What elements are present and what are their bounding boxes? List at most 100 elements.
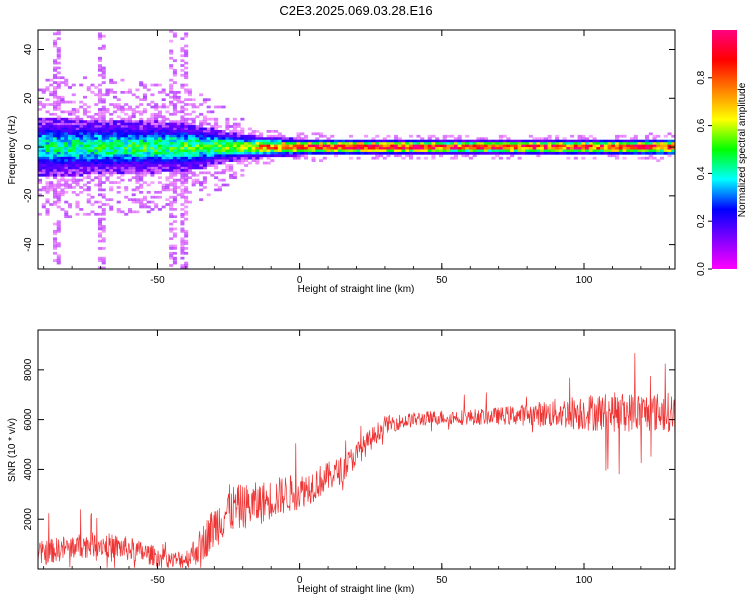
heatmap-cell bbox=[56, 147, 61, 150]
heatmap-cell bbox=[416, 142, 421, 145]
heatmap-cell bbox=[56, 51, 61, 55]
heatmap-cell bbox=[52, 117, 58, 121]
heatmap-cell bbox=[187, 134, 192, 138]
heatmap-cell bbox=[38, 166, 43, 170]
heatmap-cell bbox=[97, 183, 102, 187]
heatmap-cell bbox=[172, 134, 177, 138]
heatmap-cell bbox=[135, 120, 140, 123]
heatmap-cell bbox=[56, 117, 61, 121]
spectrogram-y-tick-label: 20 bbox=[23, 92, 34, 104]
heatmap-cell bbox=[97, 88, 102, 92]
heatmap-cell bbox=[427, 139, 432, 143]
heatmap-cell bbox=[41, 120, 46, 123]
heatmap-cell bbox=[363, 139, 369, 143]
heatmap-cell bbox=[169, 159, 174, 162]
heatmap-cell bbox=[304, 156, 309, 160]
heatmap-cell bbox=[588, 142, 593, 145]
heatmap-cell bbox=[247, 132, 252, 136]
heatmap-cell bbox=[259, 142, 264, 145]
heatmap-cell bbox=[139, 81, 144, 84]
heatmap-cell bbox=[626, 151, 631, 155]
heatmap-cell bbox=[97, 159, 102, 162]
heatmap-cell bbox=[150, 105, 155, 109]
heatmap-cell bbox=[367, 147, 372, 150]
heatmap-cell bbox=[270, 149, 275, 153]
heatmap-cell bbox=[210, 137, 215, 141]
heatmap-cell bbox=[221, 137, 226, 141]
heatmap-cell bbox=[64, 144, 69, 148]
heatmap-cell bbox=[139, 112, 144, 116]
heatmap-cell bbox=[56, 183, 61, 187]
heatmap-cell bbox=[157, 125, 162, 128]
heatmap-cell bbox=[131, 134, 136, 138]
heatmap-cell bbox=[247, 149, 252, 153]
heatmap-cell bbox=[206, 117, 211, 121]
heatmap-cell bbox=[573, 147, 578, 150]
heatmap-cell bbox=[558, 142, 563, 145]
heatmap-cell bbox=[67, 144, 73, 148]
heatmap-cell bbox=[221, 161, 226, 165]
heatmap-cell bbox=[427, 149, 432, 153]
heatmap-cell bbox=[315, 137, 320, 141]
heatmap-cell bbox=[502, 147, 507, 150]
heatmap-cell bbox=[232, 173, 237, 177]
heatmap-cell bbox=[150, 125, 155, 128]
heatmap-cell bbox=[101, 239, 106, 243]
heatmap-cell bbox=[52, 232, 58, 236]
heatmap-cell bbox=[101, 137, 106, 141]
heatmap-cell bbox=[671, 142, 675, 145]
heatmap-cell bbox=[41, 88, 46, 92]
heatmap-cell bbox=[169, 64, 174, 67]
heatmap-cell bbox=[75, 200, 80, 204]
heatmap-cell bbox=[135, 105, 140, 109]
heatmap-cell bbox=[378, 139, 384, 143]
heatmap-cell bbox=[86, 125, 91, 128]
heatmap-cell bbox=[75, 129, 80, 133]
heatmap-cell bbox=[495, 154, 500, 158]
heatmap-cell bbox=[79, 144, 84, 148]
heatmap-cell bbox=[184, 239, 189, 243]
heatmap-cell bbox=[375, 149, 380, 153]
heatmap-cell bbox=[285, 142, 290, 145]
heatmap-cell bbox=[633, 142, 638, 145]
heatmap-cell bbox=[109, 144, 114, 148]
heatmap-cell bbox=[97, 139, 102, 143]
heatmap-cell bbox=[630, 137, 635, 141]
heatmap-cell bbox=[150, 100, 155, 104]
heatmap-cell bbox=[75, 127, 80, 131]
heatmap-cell bbox=[401, 139, 406, 143]
spectrogram-y-tick-label: 0 bbox=[23, 144, 34, 150]
heatmap-cell bbox=[532, 139, 537, 143]
heatmap-cell bbox=[52, 137, 58, 141]
heatmap-cell bbox=[330, 147, 335, 150]
heatmap-cell bbox=[41, 154, 46, 158]
heatmap-cell bbox=[60, 95, 65, 99]
heatmap-cell bbox=[75, 178, 80, 182]
heatmap-cell bbox=[101, 166, 106, 170]
heatmap-cell bbox=[221, 129, 226, 133]
heatmap-cell bbox=[120, 173, 125, 177]
heatmap-cell bbox=[558, 147, 563, 150]
heatmap-cell bbox=[97, 127, 102, 131]
heatmap-cell bbox=[442, 139, 447, 143]
heatmap-cell bbox=[109, 186, 114, 189]
heatmap-cell bbox=[345, 147, 350, 150]
heatmap-cell bbox=[232, 151, 237, 155]
heatmap-cell bbox=[285, 139, 290, 143]
heatmap-cell bbox=[214, 137, 219, 141]
heatmap-cell bbox=[165, 142, 170, 145]
heatmap-cell bbox=[472, 147, 477, 150]
heatmap-cell bbox=[112, 90, 117, 94]
heatmap-cell bbox=[255, 161, 260, 165]
heatmap-cell bbox=[86, 176, 91, 180]
heatmap-cell bbox=[450, 144, 455, 148]
heatmap-cell bbox=[105, 161, 110, 165]
heatmap-cell bbox=[41, 205, 46, 209]
heatmap-cell bbox=[97, 225, 102, 228]
heatmap-cell bbox=[427, 147, 432, 150]
heatmap-cell bbox=[349, 142, 354, 145]
heatmap-cell bbox=[247, 161, 252, 165]
heatmap-cell bbox=[300, 154, 305, 158]
heatmap-cell bbox=[97, 47, 102, 50]
heatmap-cell bbox=[105, 129, 110, 133]
